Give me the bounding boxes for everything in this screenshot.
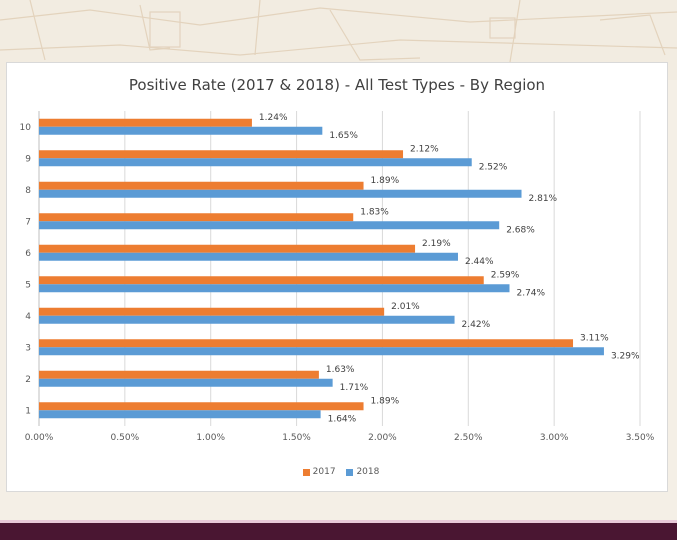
data-label-2017: 1.89% [371,176,400,186]
data-label-2017: 2.59% [491,270,520,280]
data-label-2018: 1.64% [328,414,357,424]
bar-2018 [39,221,500,230]
data-label-2017: 2.01% [391,302,420,312]
data-label-2018: 2.74% [516,288,545,298]
data-label-2017: 1.83% [360,207,389,217]
data-label-2017: 3.11% [580,333,609,343]
bar-2018 [39,189,522,198]
bar-2017 [39,181,364,190]
x-tick-label: 3.50% [626,433,655,443]
data-label-2018: 2.81% [529,194,558,204]
x-tick-label: 1.50% [282,433,311,443]
bar-2018 [39,315,455,324]
legend-swatch-2018 [346,468,354,476]
y-tick-label: 5 [25,280,31,290]
bar-2017 [39,339,574,348]
bar-2017 [39,213,354,222]
legend-label-2018: 2018 [356,467,380,477]
bar-2017 [39,244,416,253]
data-label-2018: 1.71% [340,383,369,393]
bar-2018 [39,252,458,261]
bar-2017 [39,150,404,159]
x-tick-label: 0.50% [111,433,140,443]
bar-2018 [39,347,604,356]
x-tick-label: 2.00% [368,433,397,443]
data-label-2018: 2.52% [479,162,508,172]
chart-title: Positive Rate (2017 & 2018) - All Test T… [128,76,546,94]
bar-2017 [39,402,364,411]
x-tick-label: 2.50% [454,433,483,443]
bar-2017 [39,276,484,285]
bar-2018 [39,378,333,387]
y-tick-label: 1 [25,406,31,416]
y-tick-label: 4 [25,312,31,322]
y-tick-label: 10 [20,123,32,133]
bar-2017 [39,118,252,127]
y-tick-label: 8 [25,186,31,196]
bar-2018 [39,284,510,293]
chart-card: Positive Rate (2017 & 2018) - All Test T… [6,62,668,492]
footer-bar [0,520,677,540]
data-label-2018: 2.68% [506,225,535,235]
bar-2018 [39,410,321,419]
data-label-2018: 1.65% [329,131,358,141]
legend-label-2017: 2017 [312,467,336,477]
y-tick-label: 6 [25,249,31,259]
bar-chart: 0.00% 0.50% 1.00% 1.50% 2.00% 2.50% 3.00% 3.50%… [20,111,655,443]
bar-2017 [39,307,385,316]
x-tick-label: 3.00% [540,433,569,443]
bar-2018 [39,126,323,135]
data-label-2018: 2.42% [462,320,491,330]
y-tick-label: 3 [25,343,31,353]
x-tick-label: 1.00% [196,433,225,443]
bar-2018 [39,158,472,167]
data-label-2017: 1.89% [371,396,400,406]
chart-legend: 2017 2018 [7,467,667,478]
data-label-2017: 2.19% [422,239,451,249]
data-label-2017: 1.24% [259,113,288,123]
data-label-2017: 2.12% [410,144,439,154]
y-tick-label: 9 [25,154,31,164]
data-label-2017: 1.63% [326,365,355,375]
data-label-2018: 3.29% [611,351,640,361]
data-label-2018: 2.44% [465,257,494,267]
x-tick-label: 0.00% [25,433,54,443]
y-tick-label: 7 [25,217,31,227]
bar-2017 [39,370,319,379]
y-tick-label: 2 [25,375,31,385]
legend-swatch-2017 [302,468,310,476]
